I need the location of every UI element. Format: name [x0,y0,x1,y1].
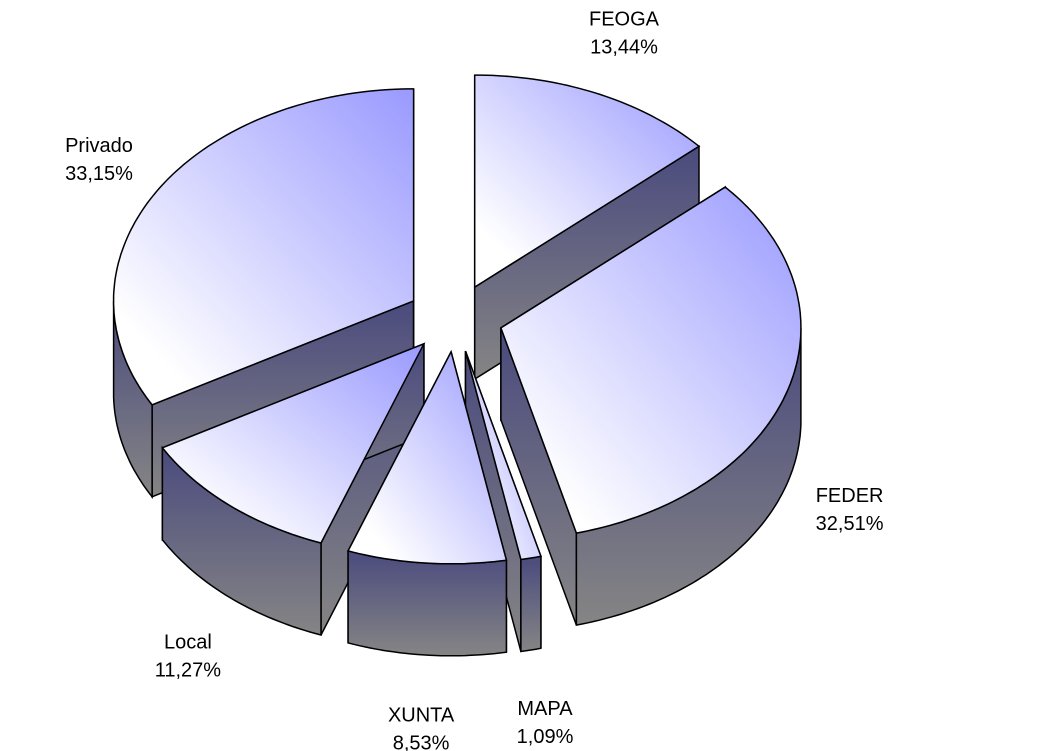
slice [499,185,802,627]
slice-top [473,74,701,289]
slice-label: FEDER [816,485,884,507]
slice [346,349,508,657]
slice-wall [520,555,542,653]
slice-label: Local [164,631,212,653]
slice-label: MAPA [517,698,573,720]
slice-label: XUNTA [388,704,455,726]
slice-top [464,350,542,561]
slice-value-label: 13,44% [590,36,658,58]
slice-label: Privado [65,135,133,157]
slice-wall [347,549,508,657]
slice-top [161,342,426,544]
slice-top [346,349,508,565]
slice-label: FEOGA [589,8,660,30]
slice-top [112,88,415,406]
slice [161,342,426,636]
slice-value-label: 32,51% [816,513,884,535]
slice-top [499,186,802,534]
slice-value-label: 8,53% [393,732,450,751]
slice-value-label: 33,15% [65,163,133,185]
slice-value-label: 11,27% [155,659,222,681]
slice-value-label: 1,09% [517,726,574,748]
